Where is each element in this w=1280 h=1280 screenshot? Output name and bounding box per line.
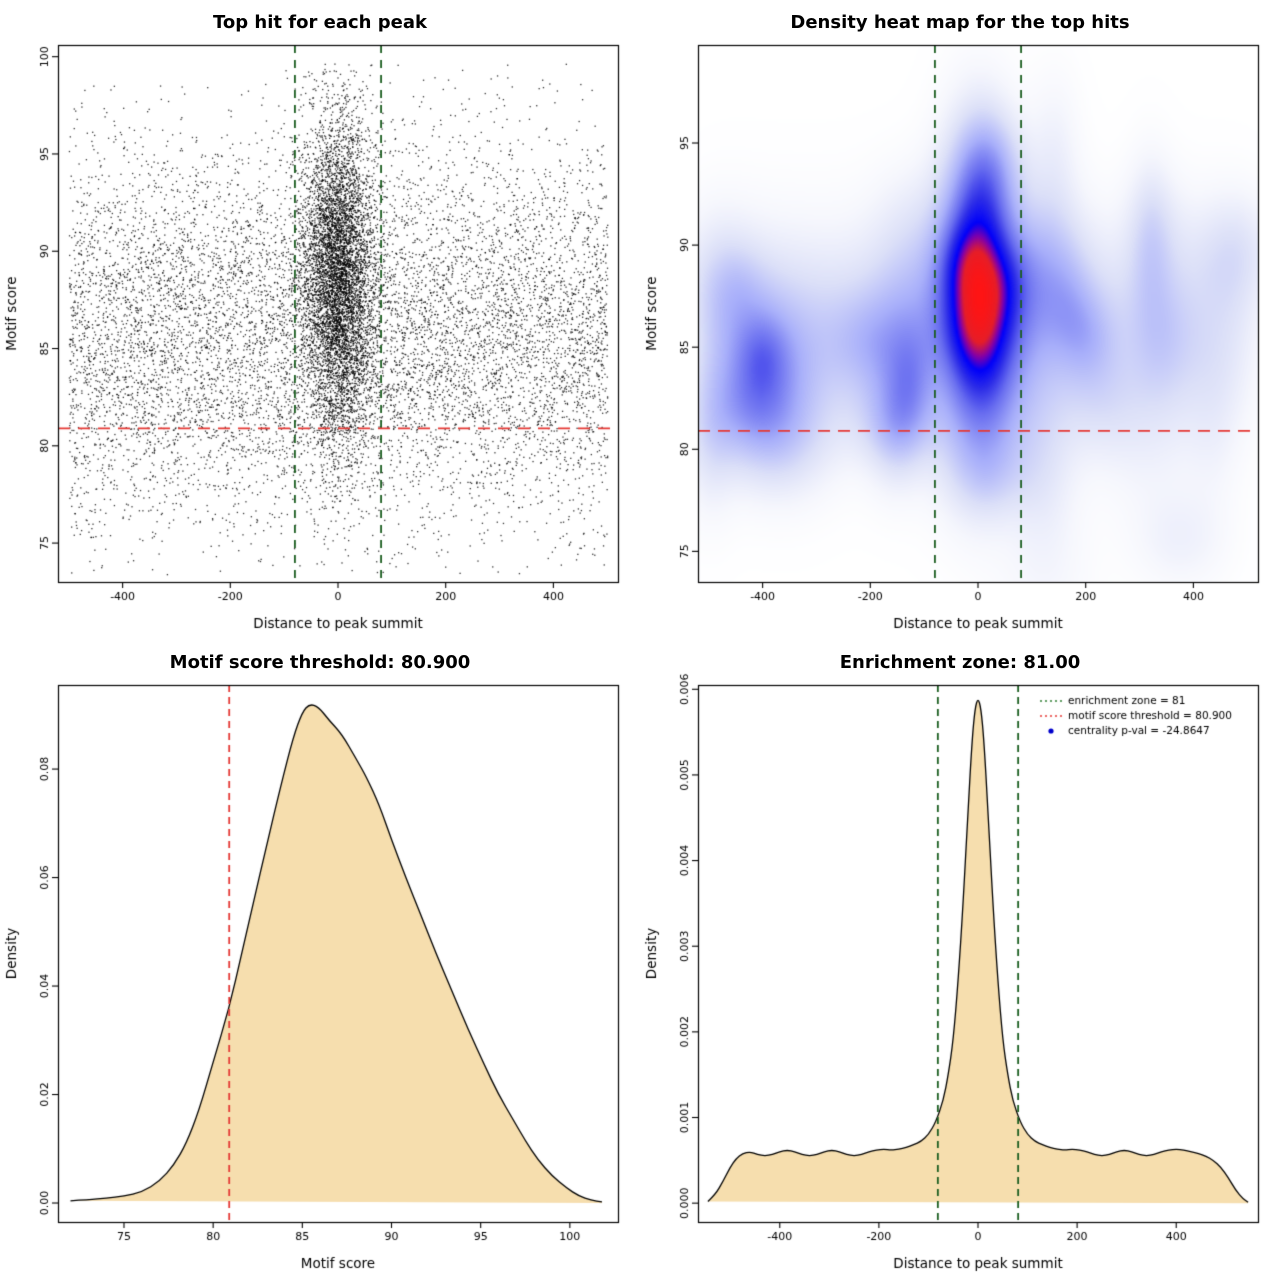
panel-motif-score-density: Motif score threshold: 80.900 [0, 640, 640, 1280]
motif-score-density-canvas [0, 640, 640, 1280]
motif-score-density-title: Motif score threshold: 80.900 [169, 652, 471, 673]
heatmap-canvas [640, 0, 1280, 640]
panel-density-heatmap: Density heat map for the top hits [640, 0, 1280, 640]
scatter-plot-canvas [0, 0, 640, 640]
scatter-plot-title: Top hit for each peak [213, 12, 427, 33]
heatmap-title: Density heat map for the top hits [790, 12, 1130, 33]
enrichment-zone-title: Enrichment zone: 81.00 [839, 652, 1081, 673]
panel-enrichment-zone: Enrichment zone: 81.00 [640, 640, 1280, 1280]
panel-top-hit-scatter: Top hit for each peak [0, 0, 640, 640]
enrichment-zone-canvas [640, 640, 1280, 1280]
